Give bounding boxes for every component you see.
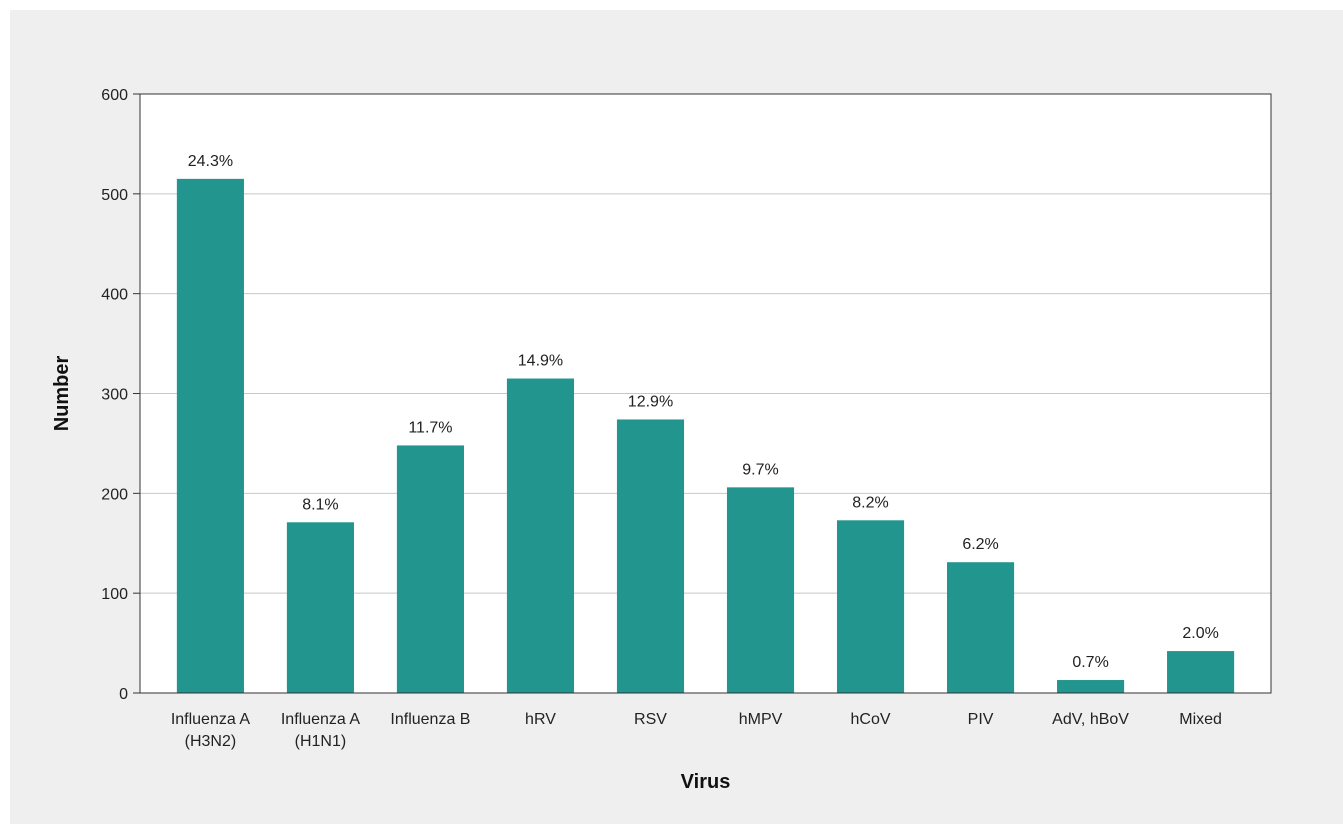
y-tick-label: 300 <box>101 387 128 404</box>
data-labels: 24.3% 8.1% 11.7% 14.9% 12.9% 9.7% 8.2% 6.2% 0.7%… <box>188 153 1219 671</box>
x-tick-label-line: (H1N1) <box>295 733 347 750</box>
x-tick-label-line: PIV <box>968 711 994 728</box>
bar-data-label: 11.7% <box>408 419 452 436</box>
y-axis-title: Number <box>51 356 73 432</box>
x-tick-label: AdV, hBoV <box>1052 711 1129 728</box>
x-tick-label: hMPV <box>739 711 783 728</box>
bar-data-label: 12.9% <box>628 393 673 410</box>
bar <box>616 419 685 693</box>
bar <box>176 178 244 693</box>
x-tick-label-line: Influenza A <box>281 711 361 728</box>
x-tick-label: hRV <box>525 711 556 728</box>
bar <box>726 487 795 693</box>
bar-data-label: 0.7% <box>1072 654 1108 671</box>
bar-data-label: 8.1% <box>302 496 338 513</box>
y-tick-label: 100 <box>101 586 128 603</box>
bar <box>286 522 354 693</box>
bar-data-label: 24.3% <box>188 153 233 170</box>
bar <box>836 520 905 693</box>
x-tick-label-line: Influenza A <box>171 711 251 728</box>
bar-data-label: 2.0% <box>1182 625 1218 642</box>
x-tick-label: hCoV <box>851 711 891 728</box>
x-tick-label-line: AdV, hBoV <box>1052 711 1129 728</box>
x-tick-label-line: hMPV <box>739 711 783 728</box>
y-tick-label: 400 <box>101 287 128 304</box>
chart-figure: 24.3% 8.1% 11.7% 14.9% 12.9% 9.7% 8.2% 6.2% 0.7%… <box>10 10 1343 824</box>
x-axis-title: Virus <box>681 771 731 793</box>
bar <box>506 378 575 693</box>
bar <box>946 562 1015 693</box>
bar-chart: 24.3% 8.1% 11.7% 14.9% 12.9% 9.7% 8.2% 6.2% 0.7%… <box>51 87 1272 793</box>
y-tick-label: 0 <box>119 686 128 703</box>
x-tick-label-line: Influenza B <box>390 711 470 728</box>
x-tick-label-line: (H3N2) <box>185 733 237 750</box>
y-axis-ticks: 0 100 200 300 400 500 600 <box>101 87 140 703</box>
y-tick-label: 500 <box>101 187 128 204</box>
x-tick-label-line: RSV <box>634 711 667 728</box>
x-axis-ticks: Influenza A (H3N2)Influenza A (H1N1)Influe… <box>171 711 1222 750</box>
x-tick-label-line: hCoV <box>851 711 891 728</box>
x-tick-label: Influenza B <box>390 711 470 728</box>
x-tick-label: RSV <box>634 711 667 728</box>
x-tick-label: Influenza A (H1N1) <box>281 711 361 750</box>
bar-data-label: 14.9% <box>518 353 563 370</box>
y-tick-label: 200 <box>101 486 128 503</box>
bar-data-label: 8.2% <box>852 494 888 511</box>
bar-data-label: 9.7% <box>742 461 778 478</box>
bar <box>1167 651 1235 693</box>
x-tick-label: Influenza A (H3N2) <box>171 711 251 750</box>
bars <box>176 178 1235 693</box>
bar-data-label: 6.2% <box>962 536 998 553</box>
x-tick-label: PIV <box>968 711 994 728</box>
x-tick-label-line: hRV <box>525 711 556 728</box>
x-tick-label-line: Mixed <box>1179 711 1222 728</box>
bar <box>396 445 465 693</box>
bar <box>1057 680 1125 693</box>
x-tick-label: Mixed <box>1179 711 1222 728</box>
y-tick-label: 600 <box>101 87 128 104</box>
